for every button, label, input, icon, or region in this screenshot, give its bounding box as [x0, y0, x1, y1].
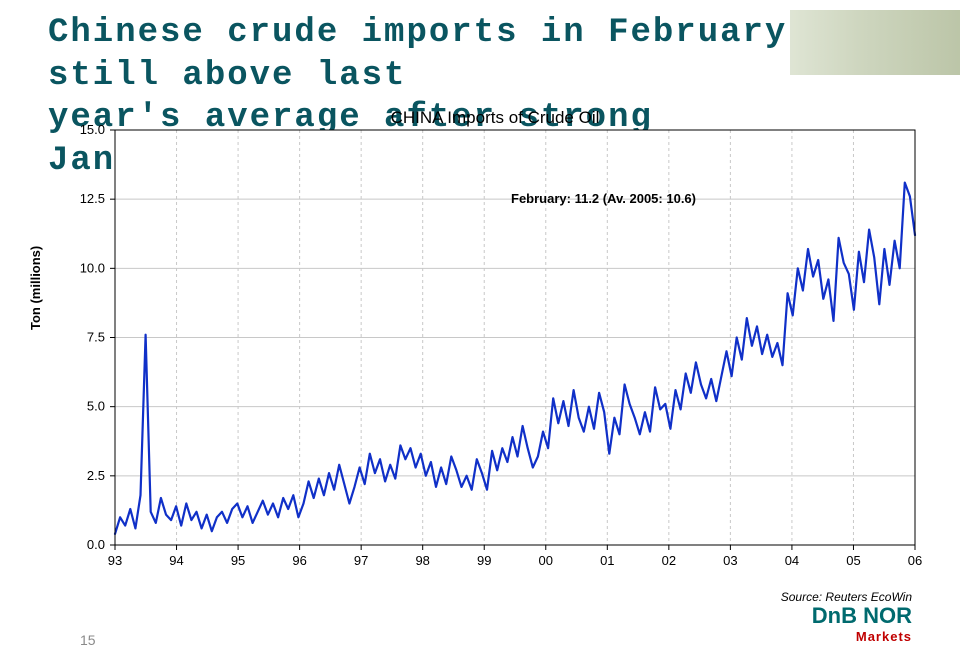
svg-text:03: 03 — [723, 553, 737, 568]
svg-text:06: 06 — [908, 553, 922, 568]
svg-text:99: 99 — [477, 553, 491, 568]
svg-text:2.5: 2.5 — [87, 468, 105, 483]
svg-text:12.5: 12.5 — [80, 191, 105, 206]
svg-text:10.0: 10.0 — [80, 260, 105, 275]
logo-primary: DnB NOR — [812, 603, 912, 629]
svg-text:00: 00 — [539, 553, 553, 568]
svg-text:95: 95 — [231, 553, 245, 568]
svg-text:0.0: 0.0 — [87, 537, 105, 552]
logo-secondary: Markets — [812, 629, 912, 644]
chart-annotation: February: 11.2 (Av. 2005: 10.6) — [511, 191, 696, 206]
svg-text:05: 05 — [846, 553, 860, 568]
title-line-1: Chinese crude imports in February still … — [48, 14, 787, 95]
svg-text:93: 93 — [108, 553, 122, 568]
svg-text:15.0: 15.0 — [80, 122, 105, 137]
svg-text:01: 01 — [600, 553, 614, 568]
svg-text:97: 97 — [354, 553, 368, 568]
svg-text:5.0: 5.0 — [87, 399, 105, 414]
svg-text:96: 96 — [292, 553, 306, 568]
chart-svg: 0.0 2.5 5.0 7.5 10.0 12.5 15.0 93 94 95 96 97 98 99 00… — [60, 105, 930, 575]
page-number: 15 — [80, 632, 96, 648]
svg-text:98: 98 — [415, 553, 429, 568]
y-axis-label: Ton (millions) — [28, 246, 43, 330]
svg-text:94: 94 — [169, 553, 183, 568]
line-chart: 0.0 2.5 5.0 7.5 10.0 12.5 15.0 93 94 95 96 97 98 99 00… — [60, 105, 930, 575]
source-text: Source: Reuters EcoWin — [781, 590, 912, 604]
brand-logo: DnB NOR Markets — [812, 603, 912, 644]
svg-text:7.5: 7.5 — [87, 330, 105, 345]
svg-text:02: 02 — [662, 553, 676, 568]
svg-text:04: 04 — [785, 553, 799, 568]
